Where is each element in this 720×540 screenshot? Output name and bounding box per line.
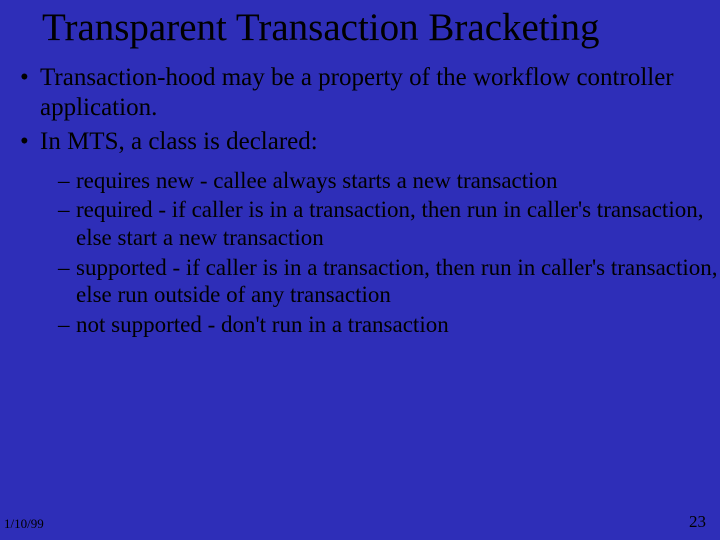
bullet-text: supported - if caller is in a transactio…	[76, 254, 720, 309]
bullet-text: In MTS, a class is declared:	[40, 127, 720, 157]
bullet-dash-icon: –	[58, 196, 76, 251]
bullet-level1: • In MTS, a class is declared:	[18, 127, 720, 157]
bullet-dash-icon: –	[58, 167, 76, 195]
bullet-dash-icon: –	[58, 254, 76, 309]
bullet-text: requires new - callee always starts a ne…	[76, 167, 720, 195]
bullet-dash-icon: –	[58, 311, 76, 339]
slide: Transparent Transaction Bracketing • Tra…	[0, 0, 720, 540]
sub-bullet-list: – requires new - callee always starts a …	[18, 161, 720, 339]
bullet-dot-icon: •	[18, 63, 40, 123]
bullet-text: not supported - don't run in a transacti…	[76, 311, 720, 339]
bullet-level2: – not supported - don't run in a transac…	[58, 311, 720, 339]
bullet-level2: – supported - if caller is in a transact…	[58, 254, 720, 309]
bullet-level1: • Transaction-hood may be a property of …	[18, 63, 720, 123]
bullet-text: Transaction-hood may be a property of th…	[40, 63, 720, 123]
footer-date: 1/10/99	[4, 516, 44, 532]
bullet-level2: – requires new - callee always starts a …	[58, 167, 720, 195]
slide-body: • Transaction-hood may be a property of …	[0, 51, 720, 339]
bullet-text: required - if caller is in a transaction…	[76, 196, 720, 251]
bullet-level2: – required - if caller is in a transacti…	[58, 196, 720, 251]
footer-page-number: 23	[689, 512, 706, 532]
bullet-dot-icon: •	[18, 127, 40, 157]
slide-title: Transparent Transaction Bracketing	[0, 0, 720, 51]
